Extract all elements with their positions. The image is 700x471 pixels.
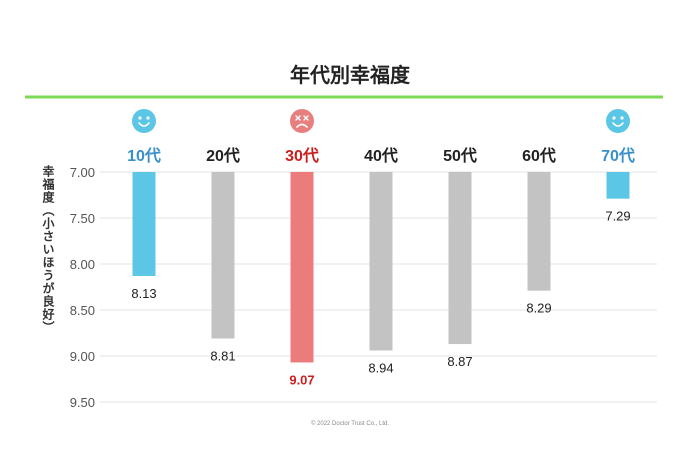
value-label: 8.87 — [447, 354, 472, 369]
y-tick-label: 9.00 — [70, 349, 95, 364]
copyright-text: © 2022 Doctor Trust Co., Ltd. — [311, 420, 389, 427]
sad-face-icon — [290, 109, 314, 133]
category-label: 50代 — [443, 146, 477, 165]
bar-20代 — [211, 172, 235, 339]
bar-30代 — [290, 172, 314, 363]
y-axis-ticks: 7.00 7.50 8.00 8.50 9.00 9.50 — [70, 165, 95, 410]
category-labels: 10代 20代 30代 40代 50代 60代 70代 — [127, 146, 635, 165]
bar-40代 — [369, 172, 393, 351]
y-tick-label: 7.00 — [70, 165, 95, 180]
value-labels: 8.13 8.81 9.07 8.94 8.87 8.29 7.29 — [131, 209, 630, 388]
category-label: 10代 — [127, 146, 161, 165]
category-label: 40代 — [364, 146, 398, 165]
category-label: 20代 — [206, 146, 240, 165]
category-label: 30代 — [285, 146, 319, 165]
bars — [132, 172, 630, 363]
face-icons — [132, 109, 630, 133]
value-label: 8.81 — [210, 349, 235, 364]
chart-title: 年代別幸福度 — [290, 63, 411, 87]
value-label: 8.13 — [131, 286, 156, 301]
value-label: 7.29 — [605, 209, 630, 224]
y-tick-label: 7.50 — [70, 211, 95, 226]
value-label: 8.94 — [368, 360, 393, 375]
bar-60代 — [527, 172, 551, 291]
y-tick-label: 8.50 — [70, 303, 95, 318]
y-axis-label: 幸福度（小さいほうが良好） — [41, 164, 55, 334]
category-label: 70代 — [601, 146, 635, 165]
bar-70代 — [606, 172, 630, 199]
bar-10代 — [132, 172, 156, 276]
value-label: 8.29 — [526, 301, 551, 316]
y-tick-label: 8.00 — [70, 257, 95, 272]
bar-50代 — [448, 172, 472, 345]
y-tick-label: 9.50 — [70, 395, 95, 410]
value-label: 9.07 — [289, 372, 314, 387]
smile-face-icon — [606, 109, 630, 133]
category-label: 60代 — [522, 146, 556, 165]
smile-face-icon — [132, 109, 156, 133]
